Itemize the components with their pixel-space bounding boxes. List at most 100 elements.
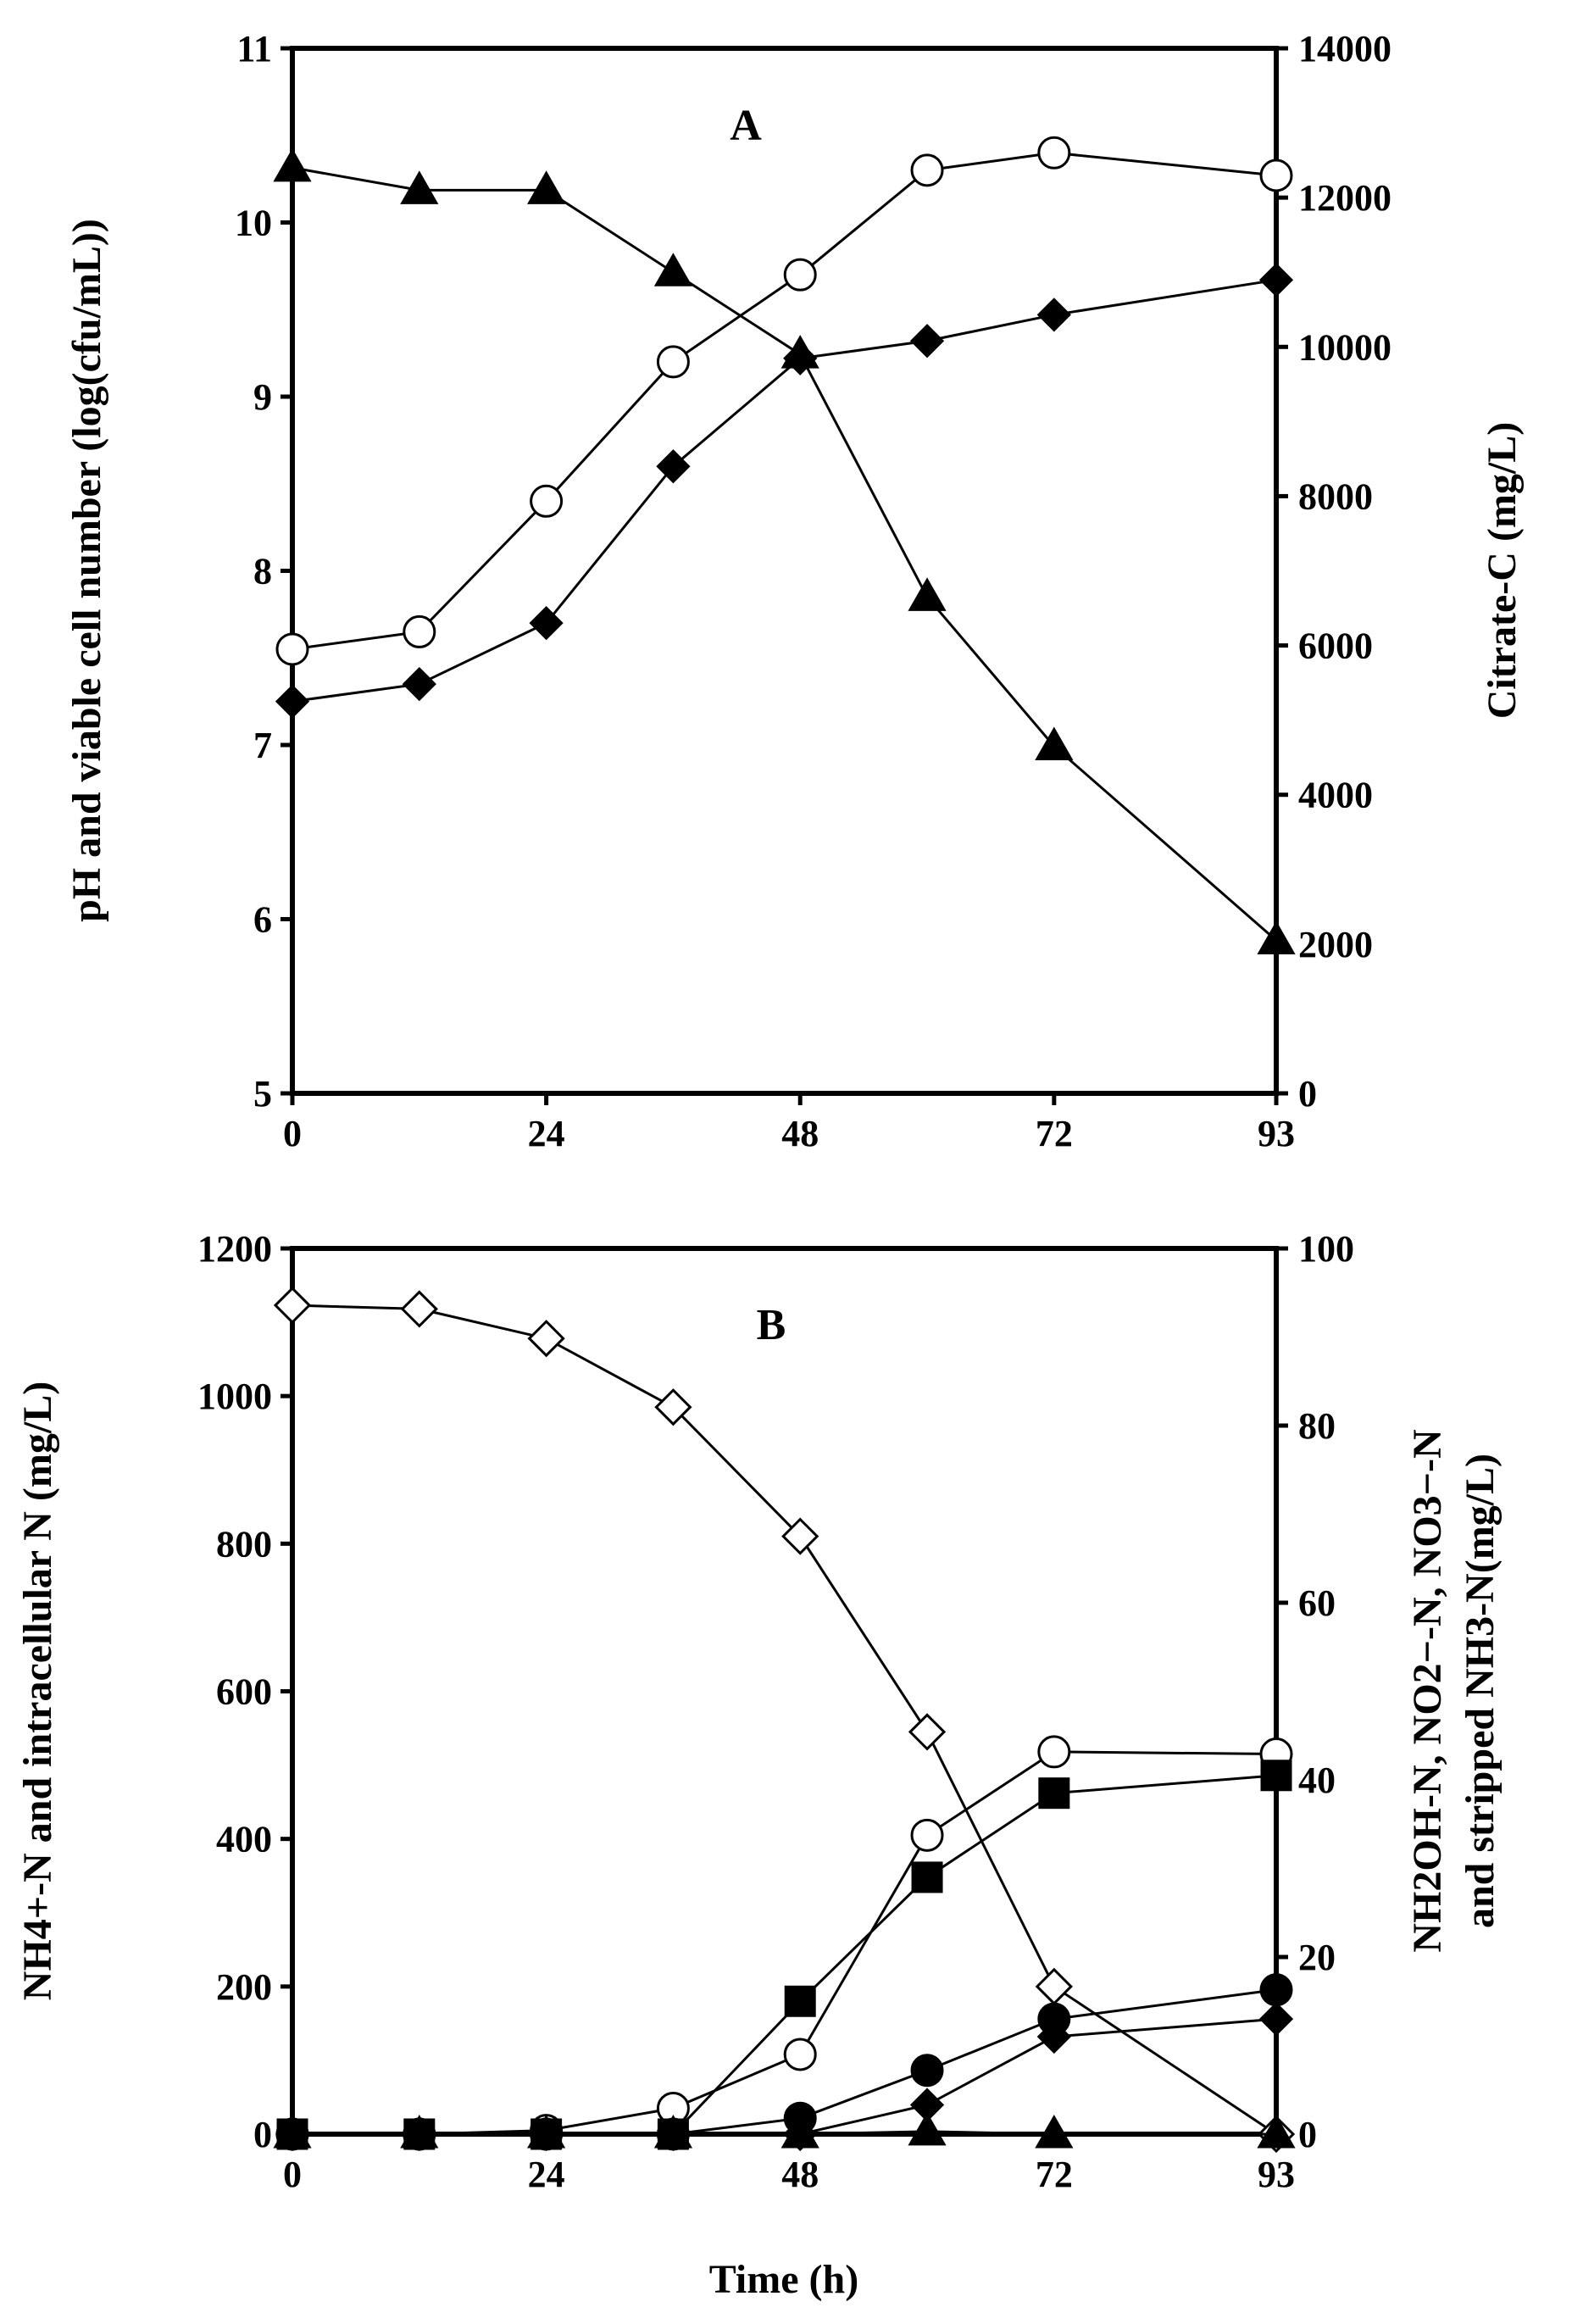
panel-b-right-tick-label: 80 <box>1298 1405 1336 1447</box>
panel-b-left-tick-label: 400 <box>216 1819 272 1860</box>
panel-b-data-point-intracellular-n <box>910 1818 944 1852</box>
panel-a-right-tick-label: 4000 <box>1298 775 1373 816</box>
panel-b-left-tick-label: 600 <box>216 1671 272 1713</box>
panel-b-right-tick-label: 60 <box>1298 1582 1336 1624</box>
panel-b-right-tick-label: 0 <box>1298 2114 1317 2155</box>
panel-b-right-tick-label: 100 <box>1298 1228 1354 1270</box>
panel-a-data-point-ph <box>783 341 818 375</box>
panel-a-data-point-viable-cell-number <box>403 614 436 648</box>
panel-a-data-point-citrate-c <box>1035 726 1074 760</box>
panel-a-series-line-viable-cell-number <box>292 151 1277 651</box>
panel-a-letter: A <box>730 102 762 150</box>
panel-b-series <box>273 1286 1296 2154</box>
panel-b-x-axis-label: Time (h) <box>709 2257 858 2302</box>
panel-a-chart: A pH and viable cell number (log(cfu/mL)… <box>64 28 1525 1154</box>
panel-a-x-tick-label: 24 <box>528 1113 565 1154</box>
panel-b-left-tick-label: 800 <box>216 1523 272 1565</box>
panel-a-left-tick-label: 7 <box>253 725 272 766</box>
panel-b-data-point-nh2oh-n <box>653 2114 693 2149</box>
panel-a-right-tick-label: 14000 <box>1298 28 1391 69</box>
panel-a-data-point-citrate-c <box>400 170 439 204</box>
panel-b-data-point-nh4-n <box>654 1388 692 1426</box>
panel-b-data-point-no2-n <box>1036 2019 1071 2054</box>
panel-a-left-tick-label: 6 <box>253 899 272 941</box>
panel-a-data-point-ph <box>909 324 945 359</box>
panel-a-series-ph <box>275 263 1294 719</box>
panel-a-series-viable-cell-number <box>275 136 1293 666</box>
panel-b-series-nh2oh-n <box>273 2111 1296 2149</box>
panel-a-left-tick-label: 8 <box>253 551 272 592</box>
panel-b-series-line-nh4-n <box>292 1304 1277 2136</box>
panel-a-x-tick-label: 48 <box>781 1113 819 1154</box>
panel-a-data-point-ph <box>275 684 310 719</box>
panel-a-left-tick-label: 5 <box>253 1073 272 1115</box>
panel-a-data-point-ph <box>656 449 691 484</box>
panel-a-data-point-viable-cell-number <box>656 345 690 379</box>
panel-a-data-point-viable-cell-number <box>530 484 564 518</box>
panel-b-data-point-stripped-nh3-n <box>784 1985 816 2017</box>
panel-b-left-tick-label: 1200 <box>197 1228 272 1270</box>
panel-a-data-point-viable-cell-number <box>783 258 817 292</box>
panel-a-data-point-citrate-c <box>527 170 566 204</box>
panel-b-data-point-nh4-n <box>908 1713 947 1751</box>
panel-b-series-line-nh2oh-n <box>292 2130 1276 2136</box>
panel-a-data-point-viable-cell-number <box>1259 158 1293 192</box>
panel-b-left-tick-label: 0 <box>253 2114 272 2155</box>
panel-b-data-point-nh4-n <box>400 1290 438 1328</box>
panel-b-data-point-nh4-n <box>781 1517 819 1555</box>
panel-a-left-tick-label: 11 <box>236 28 272 69</box>
panel-a-data-point-viable-cell-number <box>910 153 944 187</box>
panel-b-data-point-nh2oh-n <box>527 2114 566 2149</box>
panel-a-right-tick-label: 6000 <box>1298 625 1373 667</box>
panel-b-data-point-stripped-nh3-n <box>1260 1760 1292 1792</box>
panel-a-series <box>273 136 1296 954</box>
panel-a-right-tick-label: 12000 <box>1298 177 1391 219</box>
panel-b-right-axis-label-line1: NH2OH-N, NO2−-N, NO3−-N <box>1405 1429 1450 1953</box>
panel-a-data-point-viable-cell-number <box>1037 136 1071 170</box>
panel-b-right-axis-label-line2: and stripped NH3-N(mg/L) <box>1458 1454 1503 1928</box>
panel-b-data-point-nh4-n <box>273 1286 312 1325</box>
panel-a-left-axis-label: pH and viable cell number (log(cfu/mL)) <box>64 219 109 922</box>
panel-a-x-tick-label: 93 <box>1258 1113 1295 1154</box>
panel-a-x-tick-label: 72 <box>1036 1113 1073 1154</box>
panel-a-data-point-citrate-c <box>273 147 312 182</box>
panel-a-right-tick-label: 0 <box>1298 1073 1317 1115</box>
panel-b-left-tick-label: 1000 <box>197 1376 272 1417</box>
panel-a-data-point-citrate-c <box>1257 920 1296 954</box>
panel-b-data-point-nh2oh-n <box>1035 2114 1074 2149</box>
panel-b-left-tick-label: 200 <box>216 1966 272 2008</box>
panel-a-data-point-citrate-c <box>653 253 693 286</box>
panel-a-left-tick-label: 9 <box>253 376 272 418</box>
panel-a-data-point-citrate-c <box>908 577 947 611</box>
panel-a-right-tick-label: 10000 <box>1298 326 1391 368</box>
panel-a-right-tick-label: 8000 <box>1298 475 1373 517</box>
panel-b-left-axis-label-text: NH4+-N and intracellular N (mg/L) <box>15 1382 60 2000</box>
panel-b-data-point-nh2oh-n <box>780 2114 819 2149</box>
panel-a-right-axis-label: Citrate-C (mg/L) <box>1480 422 1525 720</box>
panel-b-x-tick-label: 72 <box>1036 2154 1073 2195</box>
panel-b-data-point-intracellular-n <box>783 2038 817 2071</box>
panel-a-x-tick-label: 0 <box>283 1113 302 1154</box>
panel-b-data-point-intracellular-n <box>1037 1735 1071 1769</box>
panel-a-data-point-ph <box>529 606 564 641</box>
panel-a-left-tick-label: 10 <box>235 203 272 244</box>
panel-b-data-point-stripped-nh3-n <box>1038 1777 1070 1810</box>
panel-b-data-point-no2-n <box>1258 2002 1294 2037</box>
panel-a-data-point-ph <box>402 666 436 702</box>
panel-b-x-tick-label: 48 <box>781 2154 819 2195</box>
panel-b-data-point-stripped-nh3-n <box>911 1861 943 1893</box>
panel-b-data-point-no3-n <box>1259 1973 1293 2007</box>
panel-a-axes: 5 6 7 8 9 10 11 0 2000 4000 6000 8000 10000 12000 1400… <box>235 28 1391 1154</box>
panel-a-right-tick-label: 2000 <box>1298 924 1373 965</box>
panel-b-x-tick-label: 0 <box>283 2154 302 2195</box>
panel-b-chart: B NH4+-N and intracellular N (mg/L) NH2O… <box>15 1228 1503 2302</box>
panel-a-series-line-ph <box>292 278 1277 703</box>
panel-b-data-point-nh2oh-n <box>400 2114 439 2149</box>
panel-b-right-tick-label: 40 <box>1298 1760 1336 1801</box>
panel-b-data-point-nh4-n <box>527 1320 565 1358</box>
panel-b-data-point-nh2oh-n <box>273 2114 312 2149</box>
panel-b-data-point-no3-n <box>910 2054 944 2088</box>
panel-a-data-point-ph <box>1258 263 1294 297</box>
panel-b-x-tick-label: 24 <box>528 2154 565 2195</box>
panel-b-data-point-nh2oh-n <box>1257 2114 1296 2149</box>
